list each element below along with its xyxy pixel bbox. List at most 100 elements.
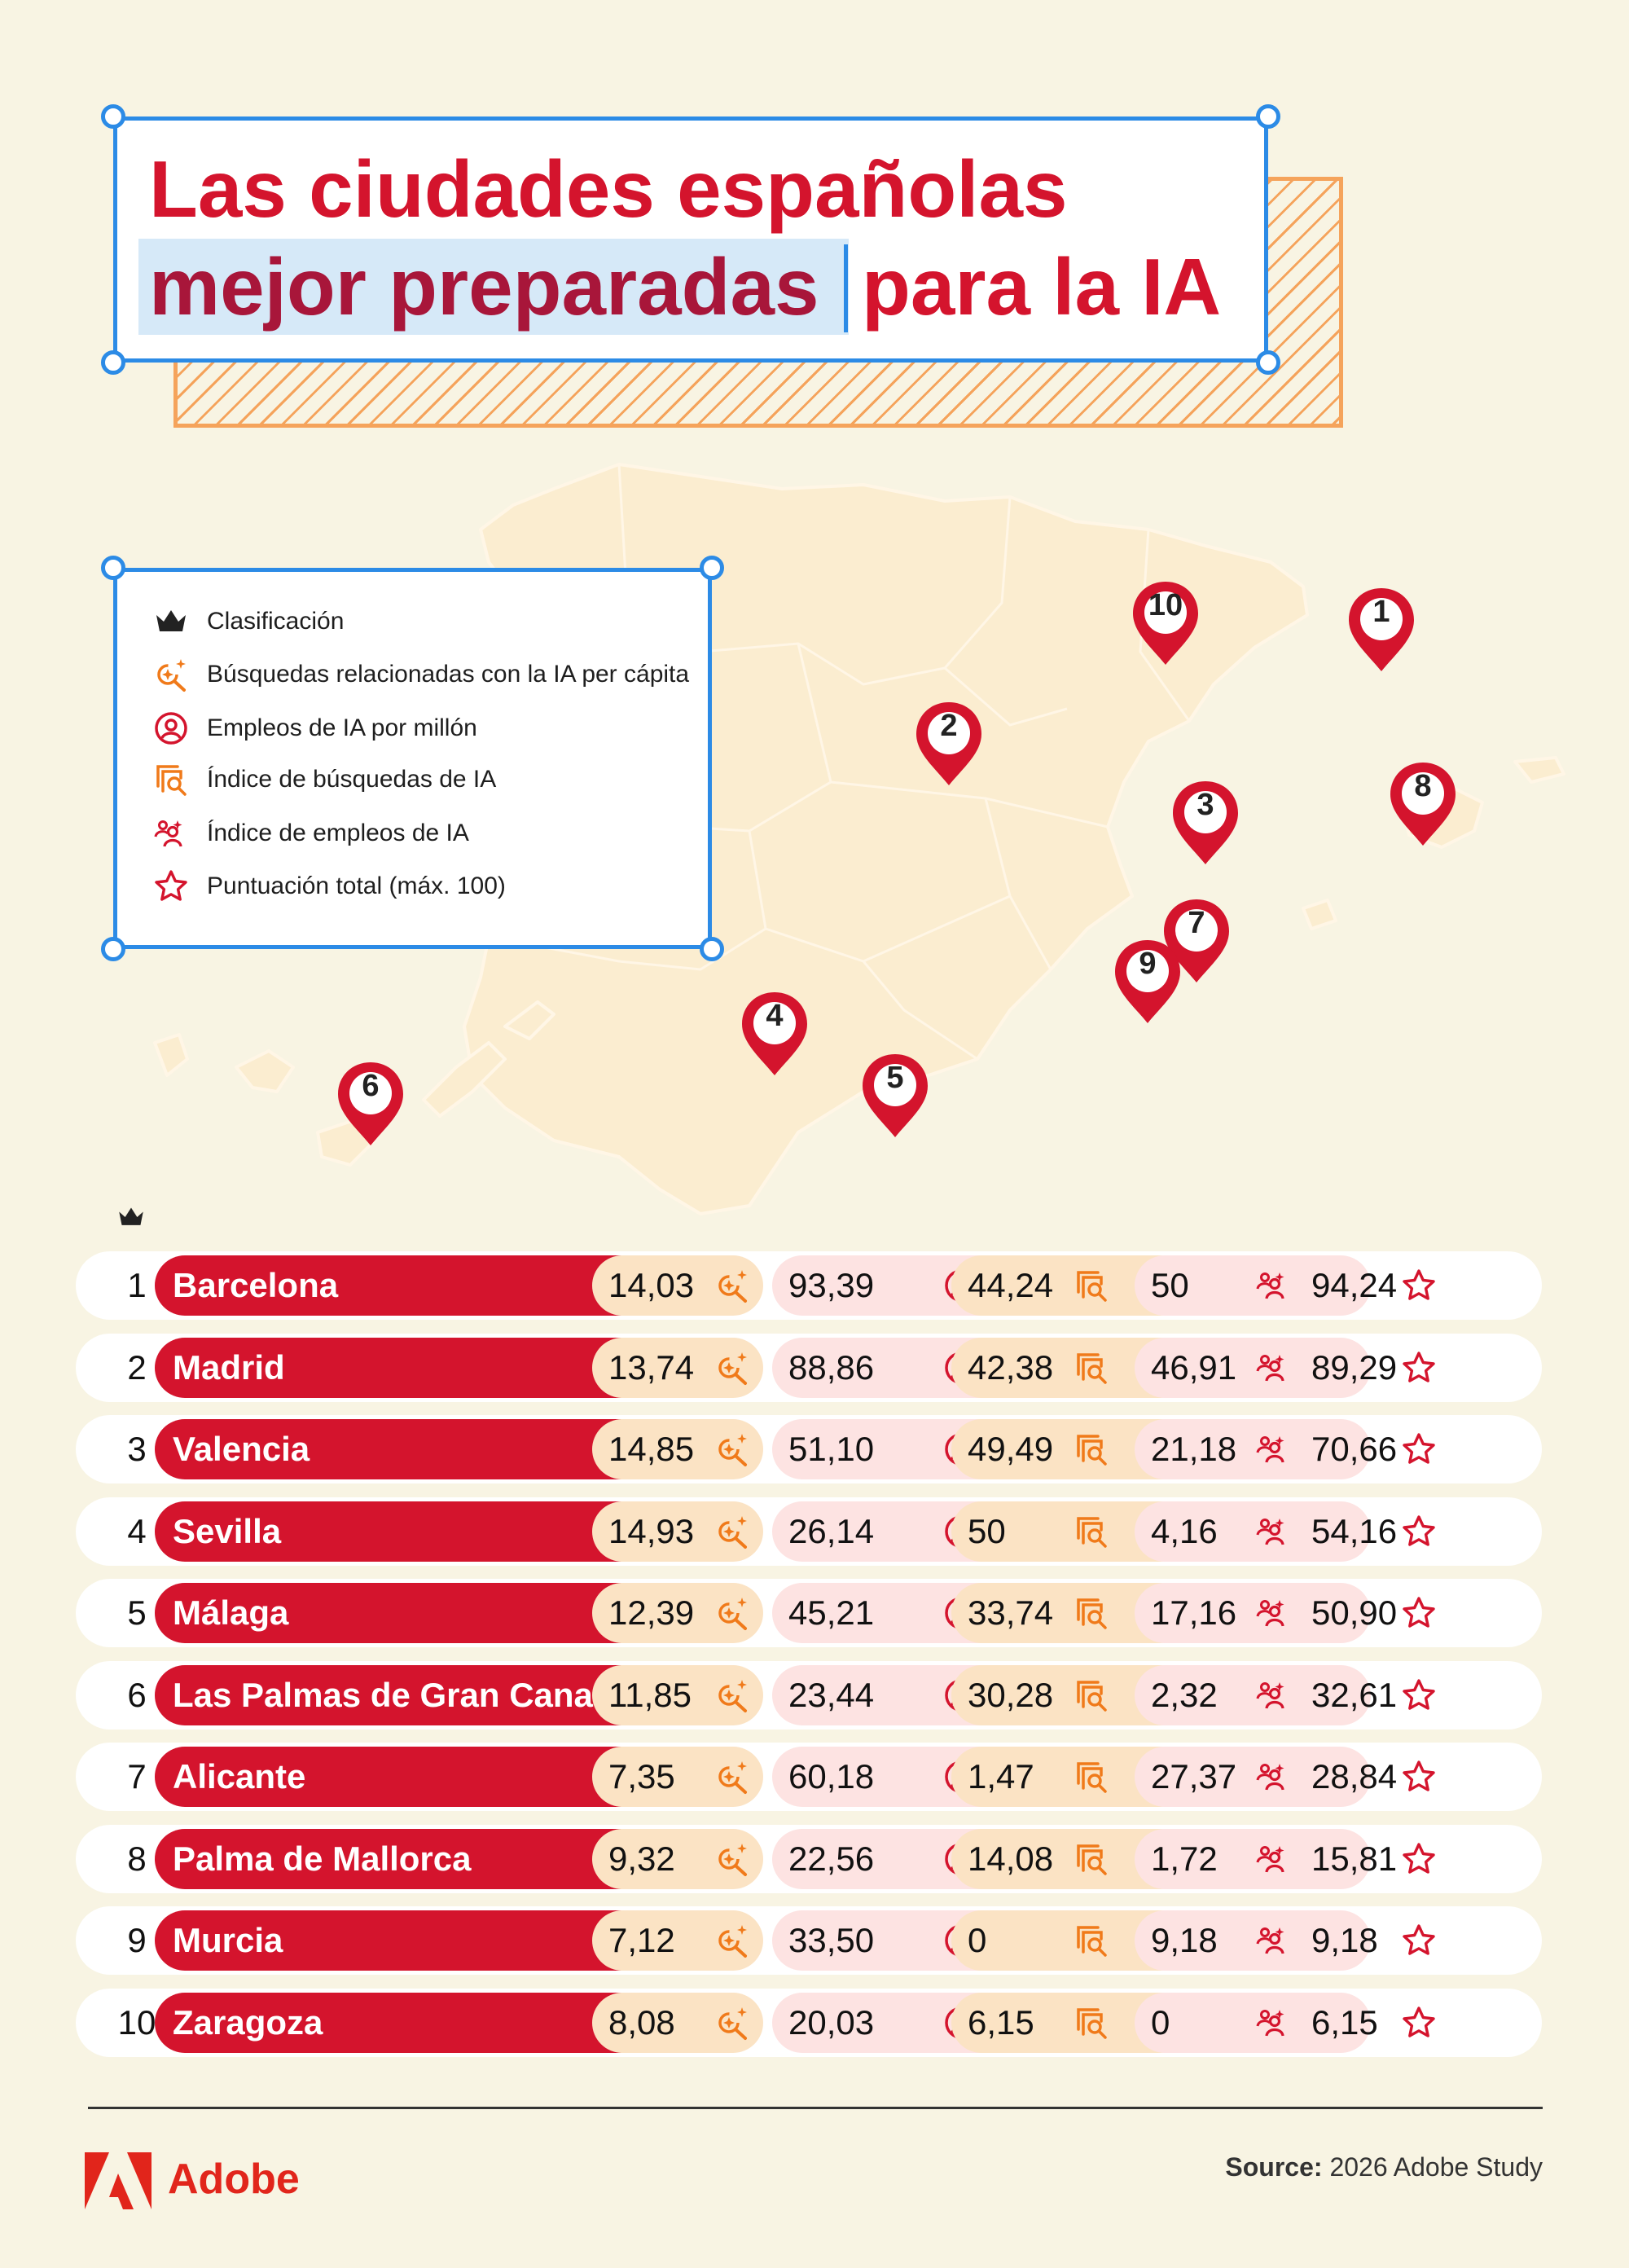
map-pin-6[interactable]: 6 — [335, 1059, 406, 1149]
cell-value: 9,18 — [1151, 1921, 1218, 1959]
legend-label: Índice de búsquedas de IA — [207, 766, 497, 793]
search-sparkle-icon — [714, 1268, 750, 1303]
rank-number: 6 — [127, 1675, 147, 1714]
resize-handle-top-left[interactable] — [101, 104, 125, 129]
cell-total: 32,61 — [1295, 1665, 1466, 1725]
map-pin-4[interactable]: 4 — [739, 989, 810, 1079]
cell-searches: 9,32 — [592, 1828, 763, 1889]
crown-icon — [153, 604, 189, 640]
legend-item-jobs: Empleos de IA por millón — [153, 708, 477, 749]
cell-job-index: 1,72 — [1135, 1828, 1371, 1889]
cell-value: 94,24 — [1311, 1266, 1398, 1304]
map-pin-9[interactable]: 9 — [1112, 937, 1183, 1026]
source-text: 2026 Adobe Study — [1329, 2152, 1543, 2182]
rank-number: 5 — [127, 1593, 147, 1632]
map-pin-3[interactable]: 3 — [1170, 778, 1241, 868]
rank-number: 2 — [127, 1347, 147, 1387]
resize-handle-bottom-left[interactable] — [101, 350, 125, 375]
legend-item-searches: Búsquedas relacionadas con la IA per cáp… — [153, 654, 689, 695]
legend-label: Empleos de IA por millón — [207, 714, 477, 741]
cell-value: 89,29 — [1311, 1347, 1398, 1387]
map-ibiza — [1302, 899, 1337, 930]
city-name: Barcelona — [155, 1255, 664, 1316]
cell-value: 88,86 — [788, 1347, 875, 1387]
cell-value: 50 — [968, 1511, 1006, 1550]
legend-item-search-index: Índice de búsquedas de IA — [153, 759, 496, 800]
map-pin-10[interactable]: 10 — [1130, 578, 1201, 668]
cell-searches: 13,74 — [592, 1337, 763, 1398]
legend-handle-top-left[interactable] — [101, 556, 125, 580]
people-index-icon — [1255, 1595, 1291, 1631]
cell-value: 26,14 — [788, 1511, 875, 1550]
table-row: 1 Barcelona 14,03 93,39 44,24 50 94,24 — [76, 1251, 1542, 1320]
adobe-logo-icon — [85, 2152, 151, 2209]
map-pin-8[interactable]: 8 — [1387, 759, 1459, 849]
cell-total: 89,29 — [1295, 1338, 1466, 1398]
source-label: Source: — [1225, 2152, 1323, 2182]
legend-label: Índice de empleos de IA — [207, 820, 469, 846]
map-pin-1[interactable]: 1 — [1346, 585, 1417, 675]
map-pin-2[interactable]: 2 — [913, 699, 985, 789]
map-pin-7[interactable]: 7 — [1161, 896, 1232, 986]
legend-label: Clasificación — [207, 608, 345, 635]
cell-value: 22,56 — [788, 1839, 875, 1878]
map-pin-label: 10 — [1148, 588, 1183, 622]
star-icon — [1401, 1595, 1437, 1631]
legend-handle-bottom-left[interactable] — [101, 937, 125, 961]
cell-value: 30,28 — [968, 1675, 1054, 1714]
cell-total: 70,66 — [1295, 1419, 1466, 1479]
cell-job-index: 46,91 — [1135, 1337, 1371, 1398]
cell-value: 14,08 — [968, 1839, 1054, 1878]
rank-number: 3 — [127, 1430, 147, 1468]
cell-value: 33,74 — [968, 1593, 1054, 1632]
cell-searches: 7,12 — [592, 1910, 763, 1971]
legend-handle-bottom-right[interactable] — [700, 937, 724, 961]
cell-value: 45,21 — [788, 1593, 875, 1632]
cell-value: 28,84 — [1311, 1757, 1398, 1796]
cell-value: 21,18 — [1151, 1430, 1237, 1468]
rank-number: 8 — [127, 1839, 147, 1878]
people-index-icon — [1255, 1677, 1291, 1713]
cell-total: 15,81 — [1295, 1829, 1466, 1889]
table-row: 2 Madrid 13,74 88,86 42,38 46,91 89,29 — [76, 1333, 1542, 1402]
map-pin-label: 8 — [1414, 769, 1432, 803]
resize-handle-bottom-right[interactable] — [1256, 350, 1280, 375]
cell-value: 14,03 — [608, 1266, 695, 1304]
search-index-icon — [1074, 1677, 1109, 1713]
search-index-icon — [1074, 2005, 1109, 2041]
table-row: 8 Palma de Mallorca 9,32 22,56 14,08 1,72 15,8… — [76, 1824, 1542, 1893]
cell-searches: 7,35 — [592, 1747, 763, 1807]
map-pin-label: 5 — [886, 1061, 904, 1095]
page-title-highlight: mejor preparadas — [149, 242, 819, 332]
cell-job-index: 2,32 — [1135, 1664, 1371, 1725]
cell-value: 9,18 — [1311, 1921, 1378, 1959]
cell-value: 12,39 — [608, 1593, 695, 1632]
cell-value: 11,85 — [608, 1675, 692, 1714]
cell-job-index: 0 — [1135, 1992, 1371, 2053]
city-name: Málaga — [155, 1583, 664, 1643]
cell-value: 1,72 — [1151, 1839, 1218, 1878]
map-pin-label: 9 — [1139, 947, 1157, 981]
search-sparkle-icon — [714, 1759, 750, 1795]
cell-searches: 11,85 — [592, 1664, 763, 1725]
search-sparkle-icon — [714, 1677, 750, 1713]
search-sparkle-icon — [714, 2005, 750, 2041]
star-icon — [1401, 1677, 1437, 1713]
search-index-icon — [1074, 1514, 1109, 1549]
search-sparkle-icon — [714, 1514, 750, 1549]
map-pin-5[interactable]: 5 — [859, 1051, 931, 1141]
cell-value: 4,16 — [1151, 1511, 1218, 1550]
star-icon — [1401, 1841, 1437, 1877]
resize-handle-top-right[interactable] — [1256, 104, 1280, 129]
page-title-line-1: Las ciudades españolas — [149, 144, 1068, 234]
city-name: Las Palmas de Gran Canaria — [155, 1664, 664, 1725]
cell-value: 6,15 — [968, 2002, 1034, 2042]
cell-value: 23,44 — [788, 1675, 875, 1714]
cell-job-index: 27,37 — [1135, 1747, 1371, 1807]
cell-value: 15,81 — [1311, 1839, 1398, 1878]
legend-box[interactable] — [113, 568, 712, 949]
legend-handle-top-right[interactable] — [700, 556, 724, 580]
table-row: 7 Alicante 7,35 60,18 1,47 27,37 28,84 — [76, 1743, 1542, 1811]
city-name: Palma de Mallorca — [155, 1828, 664, 1889]
cell-value: 27,37 — [1151, 1757, 1237, 1796]
